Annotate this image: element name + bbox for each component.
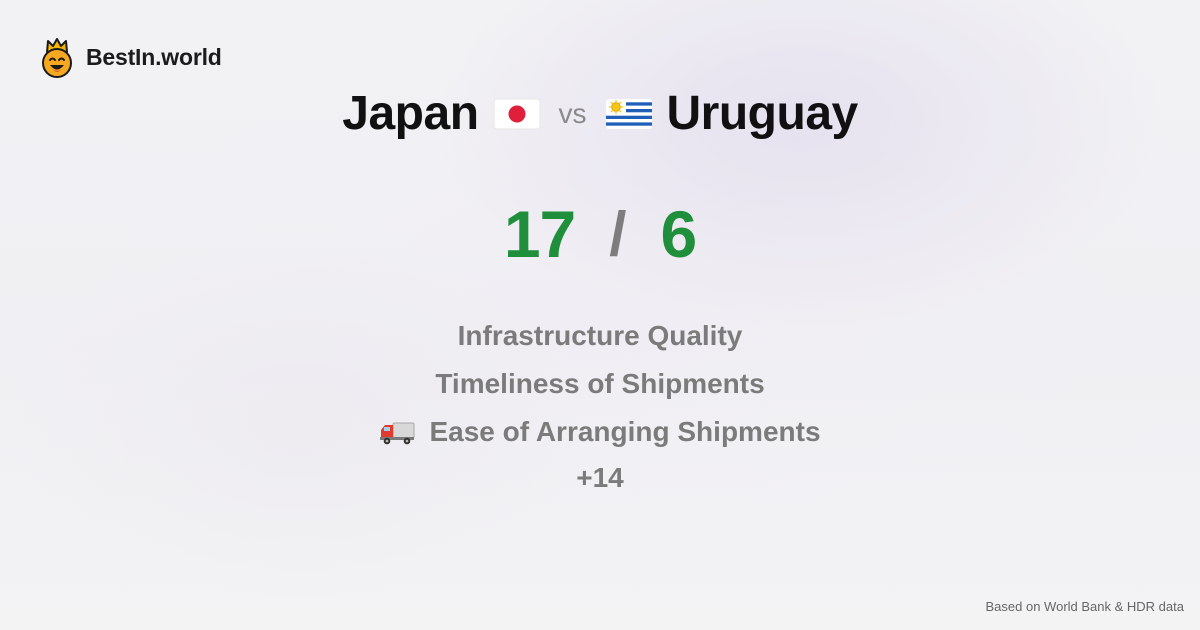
delivery-truck-icon	[380, 422, 415, 445]
metric-item: Timeliness of Shipments	[435, 360, 764, 408]
left-score: 17	[503, 197, 576, 271]
metric-label: Timeliness of Shipments	[435, 368, 765, 399]
brand-name: BestIn.world	[86, 43, 222, 70]
metric-item: Ease of Arranging Shipments	[379, 408, 821, 456]
more-metrics-count: +14	[576, 462, 624, 493]
comparison-title: Japan vs Uruguay	[0, 86, 1200, 141]
right-score: 6	[660, 197, 697, 271]
metric-item: Infrastructure Quality	[458, 312, 743, 360]
score: 17 / 6	[0, 196, 1200, 272]
metric-label: Ease of Arranging Shipments	[429, 416, 821, 447]
japan-flag-icon	[493, 98, 541, 129]
vs-label: vs	[558, 97, 587, 129]
uruguay-flag-icon	[605, 98, 652, 129]
metric-list: Infrastructure Quality Timeliness of Shi…	[0, 312, 1200, 500]
left-country-name: Japan	[342, 87, 479, 140]
brand[interactable]: BestIn.world	[38, 36, 222, 78]
crowned-smiley-icon	[42, 38, 72, 78]
metric-label: Infrastructure Quality	[457, 320, 743, 351]
score-separator: /	[609, 199, 627, 269]
right-country-name: Uruguay	[666, 87, 859, 140]
data-source-note: Based on World Bank & HDR data	[985, 599, 1184, 614]
